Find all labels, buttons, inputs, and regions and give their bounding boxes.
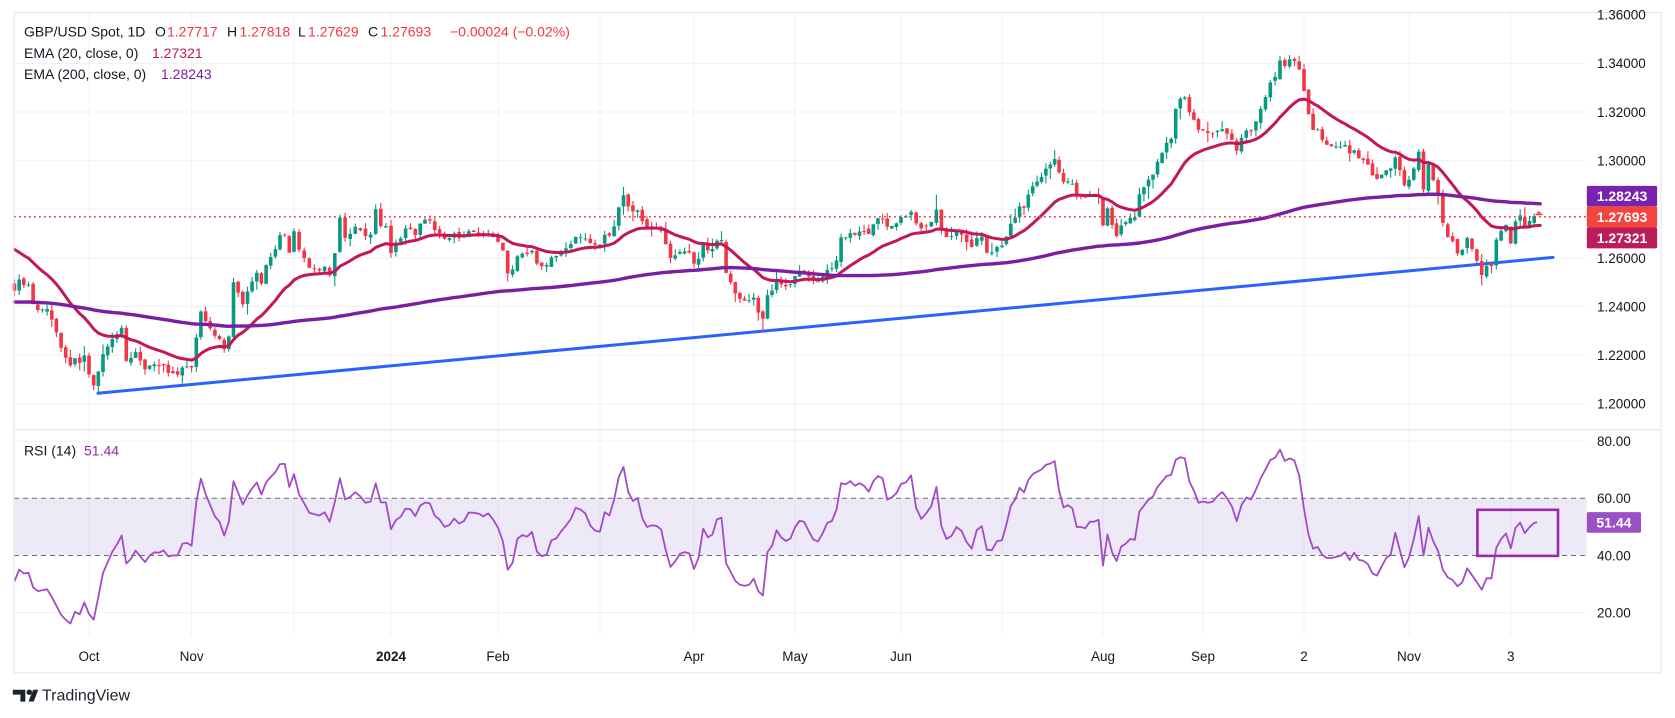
svg-text:1.27321: 1.27321	[1597, 230, 1648, 246]
svg-text:H: H	[227, 24, 237, 40]
svg-text:80.00: 80.00	[1597, 434, 1631, 449]
svg-text:Feb: Feb	[486, 649, 509, 664]
svg-text:May: May	[782, 649, 808, 664]
svg-text:1.22000: 1.22000	[1597, 348, 1646, 363]
svg-text:RSI (14): RSI (14)	[24, 443, 76, 459]
svg-text:Sep: Sep	[1191, 649, 1215, 664]
svg-text:1.28243: 1.28243	[1597, 188, 1648, 204]
svg-text:1.27629: 1.27629	[308, 24, 359, 40]
svg-text:2024: 2024	[376, 649, 407, 664]
svg-text:40.00: 40.00	[1597, 548, 1631, 563]
svg-text:20.00: 20.00	[1597, 605, 1631, 620]
svg-text:L: L	[298, 24, 306, 40]
svg-text:1.27321: 1.27321	[152, 45, 203, 61]
svg-text:1.30000: 1.30000	[1597, 154, 1646, 169]
svg-text:1.27818: 1.27818	[240, 24, 291, 40]
svg-text:51.44: 51.44	[1596, 515, 1631, 531]
svg-text:Apr: Apr	[683, 649, 705, 664]
svg-text:1.20000: 1.20000	[1597, 397, 1646, 412]
svg-text:60.00: 60.00	[1597, 491, 1631, 506]
svg-text:3: 3	[1507, 649, 1515, 664]
svg-text:1.34000: 1.34000	[1597, 56, 1646, 71]
svg-text:1.27717: 1.27717	[167, 24, 218, 40]
svg-text:Jun: Jun	[890, 649, 912, 664]
svg-text:C: C	[368, 24, 378, 40]
svg-text:1.28243: 1.28243	[161, 66, 212, 82]
svg-text:O: O	[155, 24, 166, 40]
svg-text:GBP/USD Spot, 1D: GBP/USD Spot, 1D	[24, 24, 145, 40]
svg-text:1.36000: 1.36000	[1597, 8, 1646, 23]
svg-text:EMA (20, close, 0): EMA (20, close, 0)	[24, 45, 138, 61]
svg-text:EMA (200, close, 0): EMA (200, close, 0)	[24, 66, 146, 82]
svg-text:−0.00024 (−0.02%): −0.00024 (−0.02%)	[450, 24, 570, 40]
svg-text:1.32000: 1.32000	[1597, 105, 1646, 120]
svg-text:1.26000: 1.26000	[1597, 251, 1646, 266]
svg-text:Oct: Oct	[78, 649, 99, 664]
svg-text:1.27693: 1.27693	[1597, 209, 1648, 225]
svg-text:1.27693: 1.27693	[381, 24, 432, 40]
svg-text:TradingView: TradingView	[42, 687, 130, 704]
svg-text:Nov: Nov	[1397, 649, 1421, 664]
svg-text:2: 2	[1300, 649, 1308, 664]
svg-text:Aug: Aug	[1091, 649, 1115, 664]
svg-text:Nov: Nov	[180, 649, 204, 664]
svg-text:51.44: 51.44	[84, 443, 119, 459]
svg-text:1.24000: 1.24000	[1597, 299, 1646, 314]
